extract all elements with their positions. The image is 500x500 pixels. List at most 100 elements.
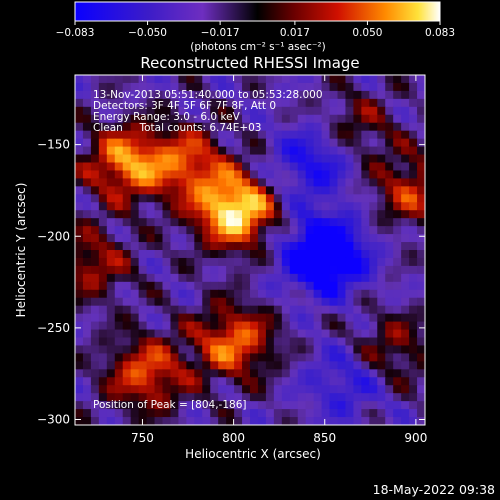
heatmap-cell bbox=[281, 138, 291, 148]
heatmap-cell bbox=[361, 130, 370, 140]
heatmap-cell bbox=[90, 361, 100, 370]
heatmap-cell bbox=[297, 369, 307, 378]
heatmap-cell bbox=[98, 401, 108, 410]
heatmap-cell bbox=[345, 313, 354, 323]
heatmap-cell bbox=[75, 98, 84, 108]
heatmap-cell bbox=[377, 154, 386, 164]
heatmap-cell bbox=[186, 98, 195, 108]
heatmap-cell bbox=[417, 393, 425, 402]
heatmap-cell bbox=[226, 369, 235, 378]
heatmap-cell bbox=[361, 90, 370, 100]
heatmap-cell bbox=[122, 353, 132, 362]
heatmap-cell bbox=[154, 210, 164, 219]
heatmap-cell bbox=[170, 210, 179, 219]
heatmap-cell bbox=[385, 289, 394, 299]
heatmap-cell bbox=[162, 106, 172, 116]
heatmap-cell bbox=[377, 313, 386, 323]
heatmap-cell bbox=[250, 202, 259, 211]
heatmap-cell bbox=[138, 178, 148, 187]
heatmap-cell bbox=[170, 321, 179, 331]
heatmap-cell bbox=[337, 154, 347, 164]
heatmap-cell bbox=[210, 321, 219, 331]
heatmap-cell bbox=[162, 114, 172, 124]
heatmap-cell bbox=[194, 257, 203, 267]
heatmap-cell bbox=[321, 393, 331, 402]
heatmap-cell bbox=[265, 281, 275, 291]
heatmap-cell bbox=[305, 313, 315, 323]
heatmap-cell bbox=[393, 265, 402, 275]
heatmap-cell bbox=[210, 178, 219, 187]
heatmap-cell bbox=[234, 162, 243, 172]
heatmap-cell bbox=[162, 162, 172, 172]
heatmap-cell bbox=[337, 114, 347, 124]
heatmap-cell bbox=[170, 377, 179, 386]
heatmap-cell bbox=[361, 98, 370, 108]
heatmap-cell bbox=[369, 297, 378, 307]
heatmap-cell bbox=[417, 257, 425, 267]
heatmap-cell bbox=[122, 170, 132, 179]
heatmap-cell bbox=[393, 218, 402, 227]
heatmap-cell bbox=[361, 417, 370, 425]
heatmap-cell bbox=[393, 178, 402, 187]
heatmap-cell bbox=[265, 186, 275, 195]
heatmap-cell bbox=[178, 242, 187, 251]
heatmap-cell bbox=[82, 218, 92, 227]
heatmap-cell bbox=[289, 178, 299, 187]
heatmap-cell bbox=[75, 114, 84, 124]
heatmap-cell bbox=[82, 305, 92, 315]
heatmap-cell bbox=[162, 122, 172, 132]
heatmap-cell bbox=[154, 353, 164, 362]
colorbar-tick-label: 0.083 bbox=[425, 27, 455, 39]
heatmap-cell bbox=[218, 361, 227, 370]
heatmap-cell bbox=[361, 393, 370, 402]
heatmap-cell bbox=[146, 162, 156, 172]
heatmap-cell bbox=[409, 417, 418, 425]
heatmap-cell bbox=[417, 273, 425, 283]
heatmap-cell bbox=[90, 226, 100, 235]
heatmap-cell bbox=[162, 242, 172, 251]
heatmap-cell bbox=[146, 393, 156, 402]
heatmap-cell bbox=[170, 361, 179, 370]
heatmap-cell bbox=[385, 393, 394, 402]
heatmap-cell bbox=[242, 289, 251, 299]
heatmap-cell bbox=[250, 289, 259, 299]
heatmap-cell bbox=[329, 210, 339, 219]
heatmap-cell bbox=[297, 385, 307, 394]
heatmap-cell bbox=[353, 337, 362, 347]
heatmap-cell bbox=[321, 242, 331, 251]
heatmap-cell bbox=[393, 114, 402, 124]
heatmap-cell bbox=[305, 218, 315, 227]
heatmap-cell bbox=[234, 329, 243, 339]
heatmap-cell bbox=[234, 297, 243, 307]
heatmap-cell bbox=[401, 234, 410, 243]
heatmap-cell bbox=[345, 130, 354, 140]
heatmap-cell bbox=[257, 138, 267, 148]
heatmap-cell bbox=[226, 401, 235, 410]
heatmap-cell bbox=[202, 417, 211, 425]
heatmap-cell bbox=[210, 313, 219, 323]
heatmap-cell bbox=[75, 353, 84, 362]
heatmap-cell bbox=[377, 186, 386, 195]
heatmap-cell bbox=[417, 82, 425, 92]
heatmap-cell bbox=[409, 393, 418, 402]
heatmap-cell bbox=[146, 265, 156, 275]
heatmap-cell bbox=[281, 146, 291, 156]
heatmap-cell bbox=[242, 170, 251, 179]
heatmap-cell bbox=[226, 75, 235, 84]
heatmap-cell bbox=[281, 361, 291, 370]
heatmap-cell bbox=[90, 154, 100, 164]
heatmap-cell bbox=[329, 90, 339, 100]
heatmap-cell bbox=[194, 90, 203, 100]
heatmap-cell bbox=[194, 154, 203, 164]
heatmap-cell bbox=[90, 210, 100, 219]
heatmap-cell bbox=[329, 130, 339, 140]
heatmap-cell bbox=[337, 313, 347, 323]
heatmap-cell bbox=[297, 114, 307, 124]
heatmap-cell bbox=[417, 369, 425, 378]
heatmap-cell bbox=[297, 130, 307, 140]
heatmap-cell bbox=[75, 194, 84, 203]
heatmap-cell bbox=[170, 250, 179, 259]
heatmap-cell bbox=[122, 281, 132, 291]
heatmap-cell bbox=[321, 401, 331, 410]
heatmap-cell bbox=[361, 329, 370, 339]
